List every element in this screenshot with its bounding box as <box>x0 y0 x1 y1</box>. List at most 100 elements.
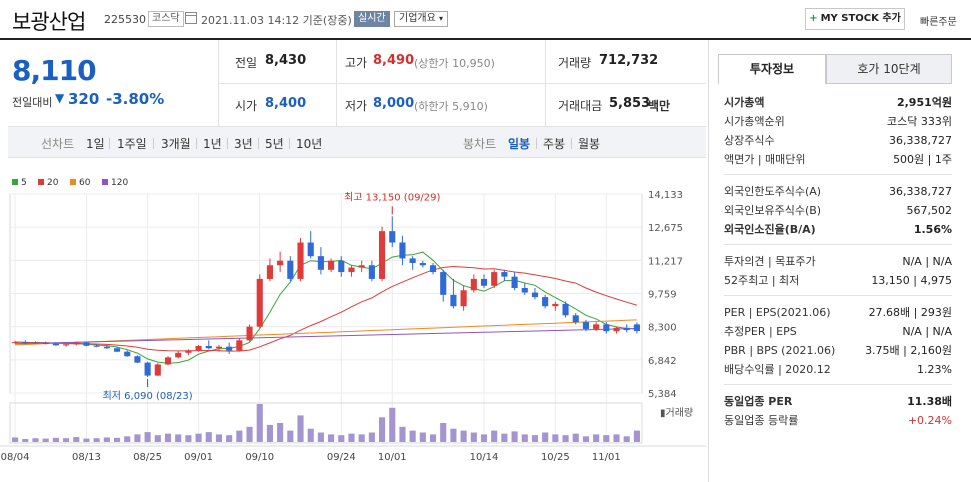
volume-bar <box>552 434 559 442</box>
info-key: 52주최고 | 최저 <box>724 274 800 287</box>
candle-body <box>562 303 569 316</box>
legend-label: 20 <box>47 178 59 188</box>
candle-body <box>470 278 477 291</box>
info-key: 시가총액순위 <box>724 115 785 128</box>
info-value: 36,338,727 <box>889 134 952 147</box>
info-value: +0.24% <box>907 414 952 427</box>
quick-order-link[interactable]: 빠른주문 <box>920 17 957 28</box>
tab-divider <box>571 138 572 149</box>
volume-bar <box>379 417 386 442</box>
candle-body <box>440 272 447 295</box>
candle-body <box>42 343 49 345</box>
tab-1day[interactable]: 1일 <box>86 137 105 151</box>
candle-body <box>22 342 29 344</box>
tab-monthly[interactable]: 월봉 <box>578 137 601 151</box>
candle-body <box>307 242 314 257</box>
volume-bar <box>511 431 518 442</box>
upper-limit: (상한가 10,950) <box>414 57 495 70</box>
x-tick-label: 10/14 <box>470 452 499 463</box>
legend-label: 5 <box>21 178 27 188</box>
chart-axes: 14,133 12,675 11,217 9,759 8,300 6,842 5,384 08… <box>1 190 693 463</box>
tab-order-book-10[interactable]: 호가 10단계 <box>826 54 952 84</box>
candle-body <box>358 265 365 268</box>
volume-bar <box>593 434 600 442</box>
candle-body <box>613 327 620 332</box>
x-tick-label: 10/01 <box>378 452 407 463</box>
volume-bar <box>429 434 437 442</box>
info-row: 상장주식수 36,338,727 <box>724 131 952 150</box>
tab-weekly[interactable]: 주봉 <box>543 137 566 151</box>
company-overview-label: 기업개요 <box>399 13 436 24</box>
tab-divider <box>536 138 537 149</box>
change-percent: -3.80% <box>106 90 165 108</box>
info-key: 외국인한도주식수(A) <box>724 185 822 198</box>
tab-3year[interactable]: 3년 <box>234 137 253 151</box>
info-key: 추정PER | EPS <box>724 325 797 338</box>
volume-bar <box>542 432 549 442</box>
candle-body <box>389 231 396 243</box>
candle-body <box>328 260 335 270</box>
tab-1year[interactable]: 1년 <box>203 137 222 151</box>
info-value: 27.68배 | 293원 <box>868 306 952 319</box>
tab-divider <box>258 138 259 149</box>
candle-body <box>531 292 539 298</box>
volume-bar <box>175 434 182 442</box>
info-row: 외국인한도주식수(A) 36,338,727 <box>724 182 952 201</box>
low-annotation: 최저 6,090 (08/23) <box>103 390 193 402</box>
info-key: 동일업종 PER <box>724 395 793 408</box>
candle-body <box>348 267 355 273</box>
x-tick-label: 11/01 <box>592 452 621 463</box>
mystock-add-button[interactable]: + MY STOCK 추가 <box>805 8 905 30</box>
tab-10year[interactable]: 10년 <box>296 137 323 151</box>
candle-body <box>552 303 559 307</box>
summary-divider <box>218 83 706 84</box>
info-value: N/A | N/A <box>902 325 952 338</box>
candle-body <box>623 327 630 331</box>
volume-bar <box>266 424 273 442</box>
stock-chart[interactable]: 14,133 12,675 11,217 9,759 8,300 6,842 5,384 08… <box>0 188 706 482</box>
candle-body <box>73 342 80 345</box>
info-value: 1.23% <box>917 363 952 376</box>
company-overview-dropdown[interactable]: 기업개요 ▾ <box>394 11 449 27</box>
tab-divider <box>196 138 197 149</box>
realtime-badge[interactable]: 실시간 <box>354 11 390 27</box>
candle-body <box>103 346 110 349</box>
info-key: 외국인소진율(B/A) <box>724 223 816 236</box>
x-tick-label: 08/13 <box>72 452 101 463</box>
info-row: 시가총액 2,951억원 <box>724 93 952 112</box>
low-value: 8,000 <box>373 96 415 111</box>
lower-limit: (하한가 5,910) <box>414 100 488 113</box>
candle-body <box>501 272 508 277</box>
tab-daily[interactable]: 일봉 <box>508 137 531 151</box>
candle-body <box>144 362 151 376</box>
candle-body <box>379 231 386 279</box>
candle-body <box>572 315 579 323</box>
current-price: 8,110 <box>12 54 97 87</box>
tab-3month[interactable]: 3개월 <box>161 137 191 151</box>
candle-body <box>52 343 59 346</box>
volume-bar <box>73 437 80 442</box>
candle-body <box>93 345 100 347</box>
period-tab-bar: 선차트 1일 1주일 3개월 1년 3년 5년 10년 봉차트 일봉 주봉 월봉 <box>8 126 706 158</box>
legend-label: 120 <box>111 178 129 188</box>
amount-value: 5,853 <box>609 96 651 111</box>
tab-1week[interactable]: 1주일 <box>117 137 147 151</box>
volume-bar <box>409 430 416 442</box>
volume-bar <box>277 423 284 442</box>
volume-bar <box>531 435 539 442</box>
moving-average-lines <box>15 251 638 364</box>
info-value: N/A | N/A <box>902 255 952 268</box>
info-row: 52주최고 | 최저 13,150 | 4,975 <box>724 271 952 290</box>
amount-label: 거래대금 <box>558 99 603 113</box>
candle-body <box>582 322 589 329</box>
candle-body <box>113 348 121 352</box>
tab-5year[interactable]: 5년 <box>265 137 284 151</box>
tab-investment-info[interactable]: 투자정보 <box>718 54 826 84</box>
candle-body <box>226 346 233 351</box>
ma5-line <box>15 251 637 364</box>
info-key: 상장주식수 <box>724 134 775 147</box>
volume-bar <box>419 432 426 442</box>
volume-bar <box>307 428 314 442</box>
candle-body <box>205 346 212 349</box>
info-key: 외국인보유주식수(B) <box>724 204 822 217</box>
